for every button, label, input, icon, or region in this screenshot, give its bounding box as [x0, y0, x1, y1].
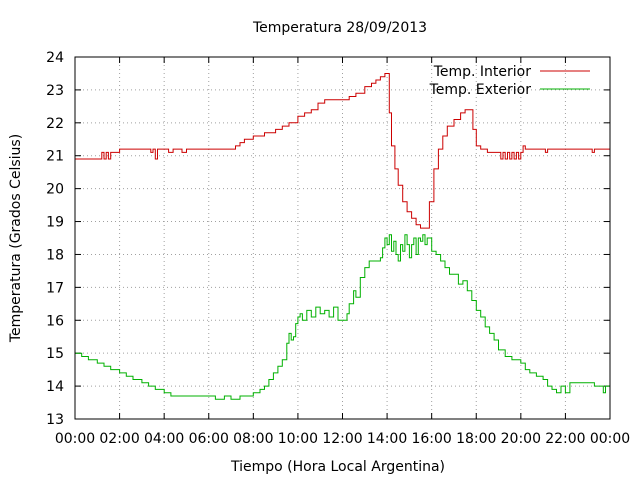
y-tick-label: 24	[46, 50, 64, 66]
x-tick-label: 12:00	[322, 431, 362, 447]
plot-frame	[74, 56, 611, 420]
y-tick-label: 15	[46, 346, 64, 362]
y-tick-label: 22	[46, 116, 64, 132]
x-tick-label: 02:00	[99, 431, 139, 447]
y-tick-label: 20	[46, 182, 64, 198]
x-tick-label: 16:00	[411, 431, 451, 447]
x-tick-label: 20:00	[501, 431, 541, 447]
legend: Temp. Interior Temp. Exterior	[429, 64, 590, 98]
x-tick-label: 14:00	[367, 431, 407, 447]
y-tick-label: 14	[46, 379, 64, 395]
legend-label-interior: Temp. Interior	[433, 64, 532, 80]
legend-label-exterior: Temp. Exterior	[429, 82, 532, 98]
y-tick-label: 13	[46, 412, 64, 428]
y-tick-label: 17	[46, 280, 64, 296]
x-tick-label: 04:00	[144, 431, 184, 447]
x-tick-label: 06:00	[189, 431, 229, 447]
x-tick-label: 00:00	[55, 431, 95, 447]
y-axis-label: Temperatura (Grados Celsius)	[8, 134, 24, 343]
series-layer	[75, 73, 610, 400]
y-tick-label: 23	[46, 83, 64, 99]
y-tick-label: 19	[46, 215, 64, 231]
x-tick-label: 22:00	[545, 431, 585, 447]
y-tick-label: 21	[46, 149, 64, 165]
x-tick-label: 08:00	[233, 431, 273, 447]
y-tick-label: 18	[46, 247, 64, 263]
x-axis-label: Tiempo (Hora Local Argentina)	[230, 459, 445, 475]
series-line-exterior	[75, 234, 610, 400]
x-tick-label: 18:00	[456, 431, 496, 447]
x-tick-label: 10:00	[278, 431, 318, 447]
x-tick-label: 00:00	[590, 431, 630, 447]
chart-title: Temperatura 28/09/2013	[252, 20, 427, 36]
series-line-interior	[75, 73, 610, 229]
y-tick-label: 16	[46, 313, 64, 329]
